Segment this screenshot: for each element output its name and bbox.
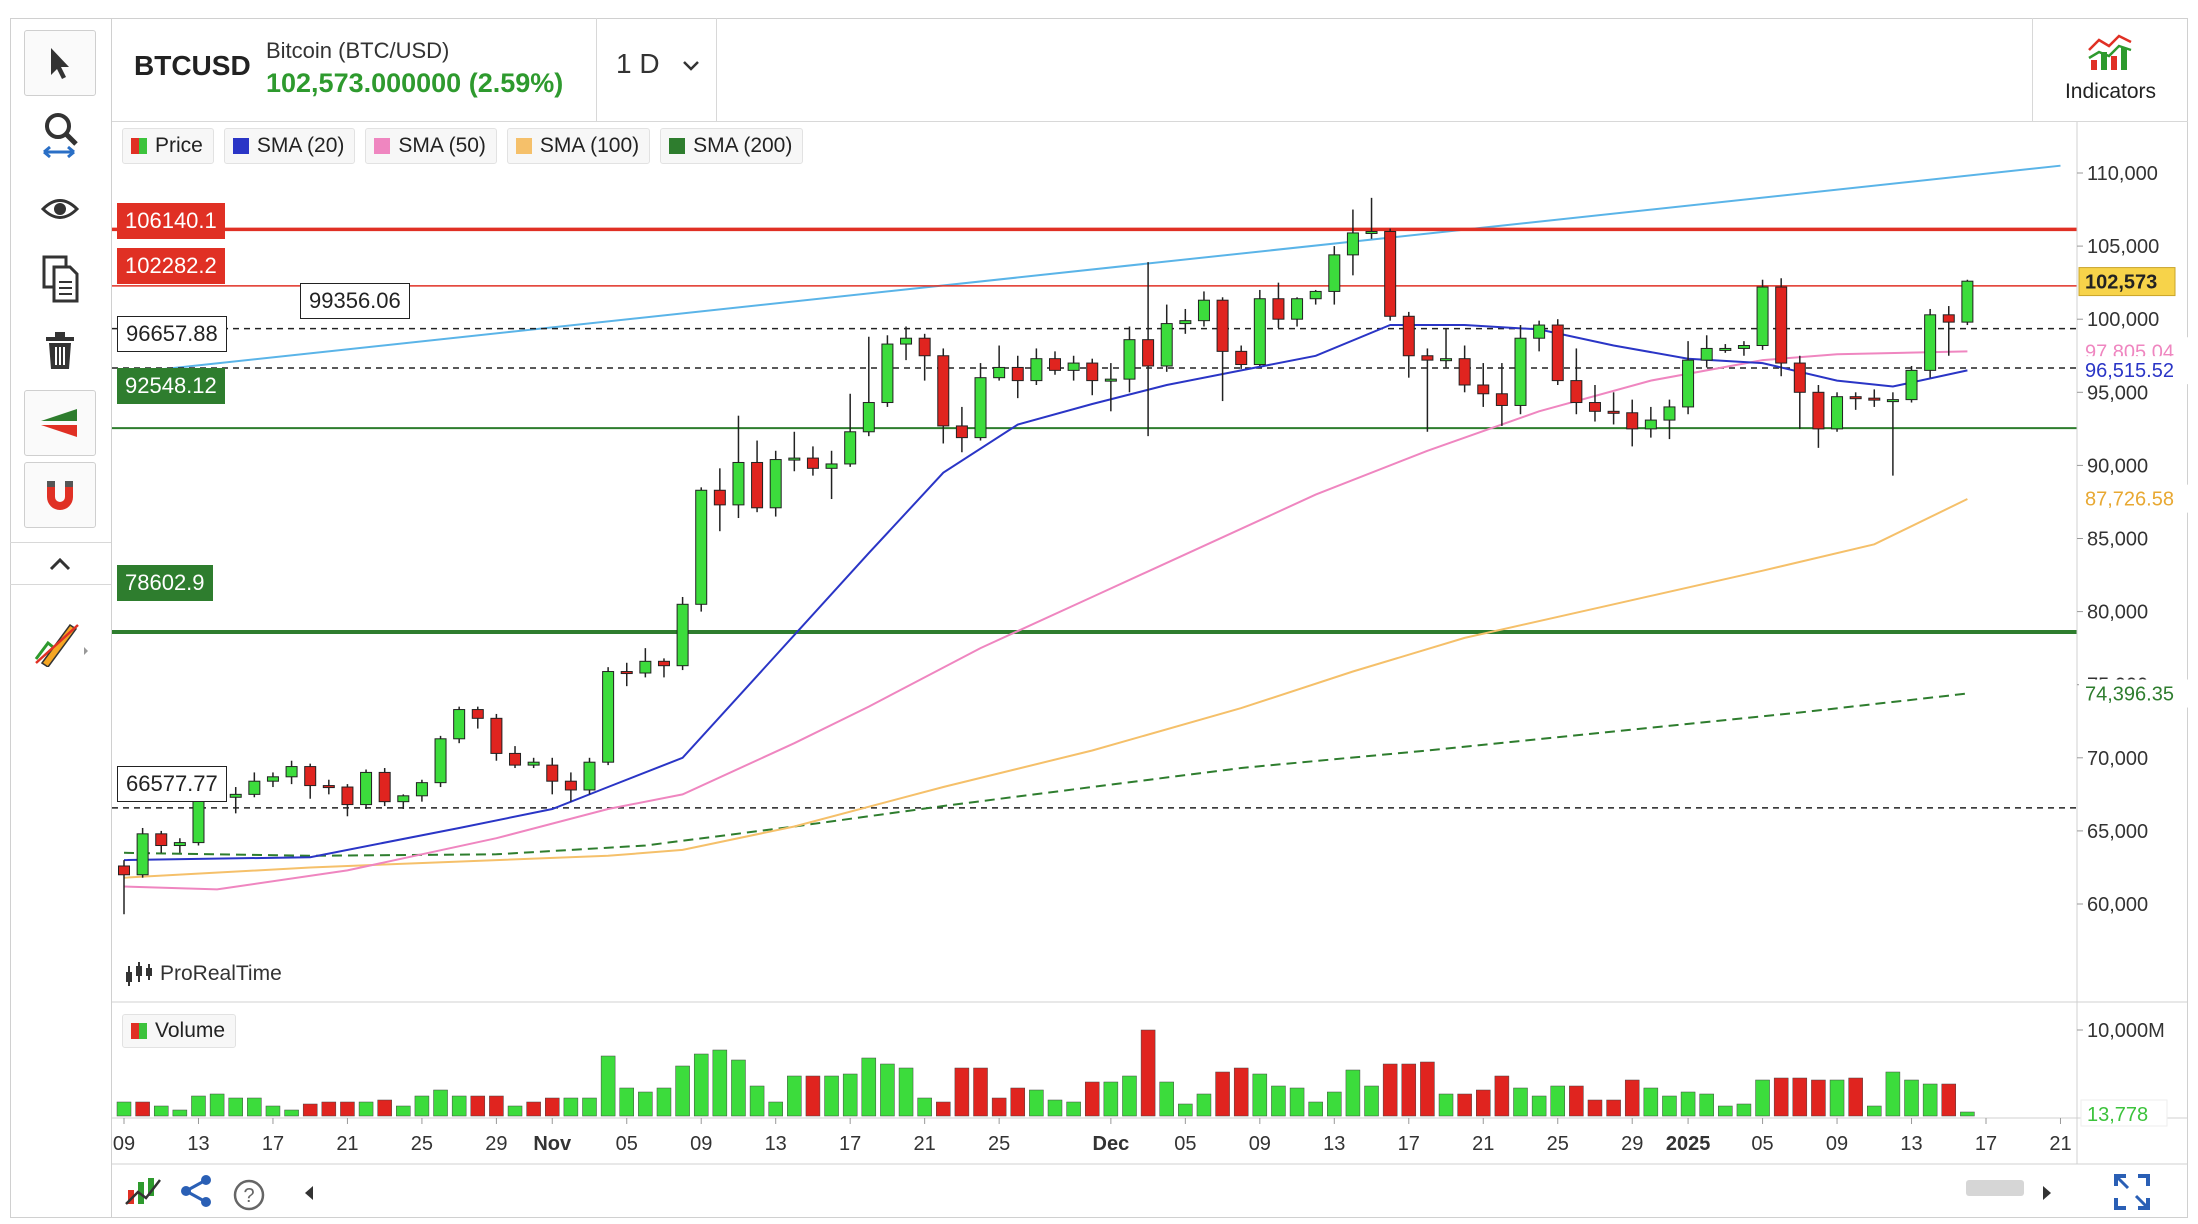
magnet-button[interactable] — [24, 462, 96, 528]
level-label-96657[interactable]: 96657.88 — [117, 316, 227, 352]
legend-label: SMA (200) — [693, 134, 793, 157]
chevron-up-icon — [49, 557, 71, 571]
zoom-tool-button[interactable] — [24, 102, 96, 168]
timeframe-selector[interactable]: 1 D — [616, 48, 701, 80]
legend-sma20[interactable]: SMA (20) — [223, 128, 356, 164]
sma20-swatch-icon — [232, 138, 249, 154]
volume-legend[interactable]: Volume — [122, 1014, 237, 1048]
candles-logo-icon — [126, 962, 152, 986]
chart-header: BTCUSD Bitcoin (BTC/USD) 102,573.000000 … — [112, 18, 2188, 122]
toolbar-divider — [10, 542, 111, 543]
collapse-button[interactable] — [24, 544, 96, 584]
indicators-icon — [2087, 34, 2132, 70]
visibility-button[interactable] — [24, 176, 96, 242]
level-label-99356[interactable]: 99356.06 — [300, 283, 410, 319]
svg-text:?: ? — [243, 1185, 254, 1207]
drawing-tools-button[interactable] — [24, 610, 96, 676]
timeframe-value: 1 D — [616, 48, 660, 79]
help-icon[interactable]: ? — [232, 1178, 266, 1212]
watermark: ProRealTime — [124, 960, 282, 988]
sma100-swatch-icon — [515, 138, 532, 154]
legend-price[interactable]: Price — [122, 128, 214, 164]
legend: Price SMA (20) SMA (50) SMA (100) SMA (2… — [122, 128, 804, 166]
level-label-66577[interactable]: 66577.77 — [117, 766, 227, 802]
drawing-pencil-icon — [34, 623, 88, 667]
cursor-arrow-icon — [51, 48, 69, 79]
magnifier-icon — [43, 113, 78, 159]
indicators-button[interactable]: Indicators — [2032, 18, 2188, 122]
copy-button[interactable] — [24, 246, 96, 312]
price-swatch-icon — [131, 138, 147, 154]
level-label-78602[interactable]: 78602.9 — [117, 565, 213, 601]
trade-tool-button[interactable] — [24, 390, 96, 456]
share-icon[interactable] — [178, 1174, 214, 1208]
trade-arrows-icon — [41, 409, 77, 437]
volume-swatch-icon — [131, 1023, 147, 1039]
price-change: 102,573.000000 (2.59%) — [266, 68, 564, 98]
delete-button[interactable] — [24, 318, 96, 384]
level-label-106140[interactable]: 106140.1 — [117, 203, 225, 239]
trash-icon — [46, 332, 74, 369]
legend-label: SMA (20) — [256, 134, 345, 157]
level-label-92548[interactable]: 92548.12 — [117, 368, 225, 404]
volume-label: Volume — [155, 1019, 226, 1042]
header-divider — [596, 18, 597, 122]
header-divider — [716, 18, 717, 122]
scroll-left-icon[interactable] — [302, 1184, 316, 1202]
instrument-name: Bitcoin (BTC/USD) — [266, 38, 450, 63]
copy-document-icon — [42, 255, 79, 303]
watermark-text: ProRealTime — [160, 962, 282, 985]
eye-icon — [40, 199, 80, 219]
magnet-icon — [47, 481, 73, 510]
symbol-ticker[interactable]: BTCUSD — [134, 50, 251, 81]
indicators-label: Indicators — [2064, 80, 2157, 103]
chart-window — [10, 18, 2188, 1218]
scroll-right-icon[interactable] — [2040, 1184, 2054, 1202]
legend-sma100[interactable]: SMA (100) — [506, 128, 651, 164]
chevron-down-icon — [683, 61, 700, 71]
pointer-tool-button[interactable] — [24, 30, 96, 96]
legend-label: Price — [155, 134, 203, 157]
chart-tools-icon[interactable] — [124, 1174, 168, 1210]
legend-sma200[interactable]: SMA (200) — [660, 128, 804, 164]
left-toolbar — [10, 18, 112, 1218]
bottom-bar: ? — [112, 1164, 2188, 1218]
sma200-swatch-icon — [669, 138, 686, 154]
legend-sma50[interactable]: SMA (50) — [365, 128, 497, 164]
level-label-102282[interactable]: 102282.2 — [117, 248, 225, 284]
legend-label: SMA (100) — [539, 134, 640, 157]
legend-label: SMA (50) — [398, 134, 486, 157]
fullscreen-icon[interactable] — [2112, 1172, 2152, 1212]
sma50-swatch-icon — [374, 138, 391, 154]
toolbar-divider — [10, 584, 111, 585]
scroll-thumb[interactable] — [1966, 1180, 2024, 1196]
